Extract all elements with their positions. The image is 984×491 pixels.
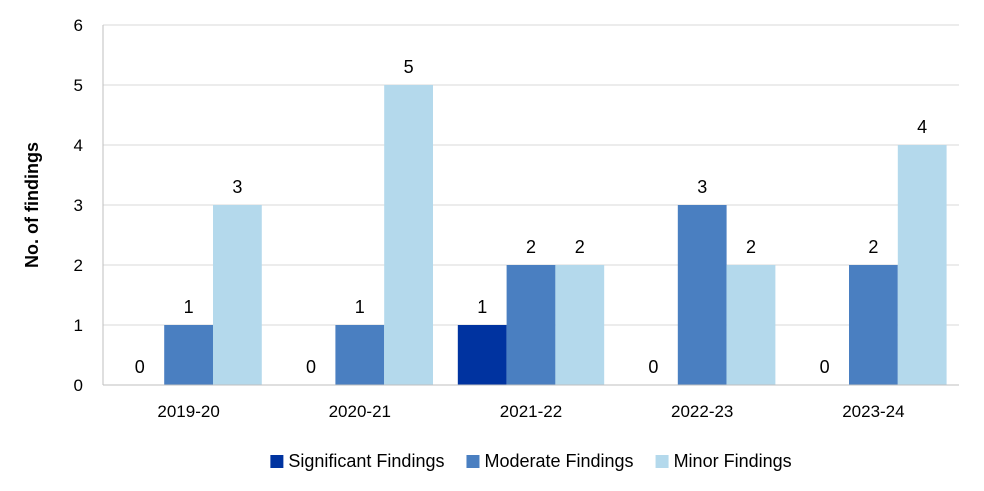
legend-label: Significant Findings (288, 451, 444, 471)
legend-item: Moderate Findings (466, 451, 634, 471)
bar (335, 325, 385, 385)
bar (506, 265, 556, 385)
data-label: 2 (526, 237, 536, 257)
axes: 0 1 2 3 4 5 6 2019-20 2020-21 2021-22 2022-23 2023-… (74, 16, 959, 421)
data-label: 2 (746, 237, 756, 257)
data-label: 0 (820, 357, 830, 377)
x-tick-label: 2021-22 (500, 402, 562, 421)
bar (849, 265, 898, 385)
y-tick-label: 6 (74, 16, 83, 35)
legend-swatch (466, 455, 480, 468)
y-tick-label: 1 (74, 316, 83, 335)
data-label: 1 (355, 297, 365, 317)
y-tick-label: 2 (74, 256, 83, 275)
bar (897, 145, 947, 385)
data-label: 2 (868, 237, 878, 257)
bar (457, 325, 507, 385)
legend-label: Minor Findings (674, 451, 792, 471)
x-tick-label: 2022-23 (671, 402, 733, 421)
bar (677, 205, 727, 385)
data-label: 0 (648, 357, 658, 377)
legend-item: Minor Findings (655, 451, 792, 471)
y-tick-label: 5 (74, 76, 83, 95)
data-label: 1 (184, 297, 194, 317)
y-tick-label: 3 (74, 196, 83, 215)
bar (726, 265, 776, 385)
legend-item: Significant Findings (270, 451, 444, 471)
y-axis-title: No. of findings (22, 142, 42, 268)
data-label: 2 (575, 237, 585, 257)
legend: Significant Findings Moderate Findings Min… (270, 451, 792, 471)
bars (164, 85, 947, 385)
data-label: 1 (477, 297, 487, 317)
bar (164, 325, 213, 385)
x-tick-label: 2023-24 (842, 402, 904, 421)
bar (555, 265, 605, 385)
x-tick-label: 2020-21 (329, 402, 391, 421)
data-label: 0 (306, 357, 316, 377)
data-label: 3 (697, 177, 707, 197)
y-tick-label: 4 (74, 136, 83, 155)
bar (212, 205, 262, 385)
data-label: 0 (135, 357, 145, 377)
legend-label: Moderate Findings (484, 451, 633, 471)
legend-swatch (655, 455, 669, 468)
y-tick-label: 0 (74, 376, 83, 395)
data-labels: 0 1 3 0 1 5 1 2 2 0 3 2 0 2 4 (135, 57, 927, 377)
data-label: 5 (404, 57, 414, 77)
legend-swatch (270, 455, 284, 468)
data-label: 3 (232, 177, 242, 197)
data-label: 4 (917, 117, 927, 137)
bar (384, 85, 433, 385)
x-tick-label: 2019-20 (157, 402, 219, 421)
